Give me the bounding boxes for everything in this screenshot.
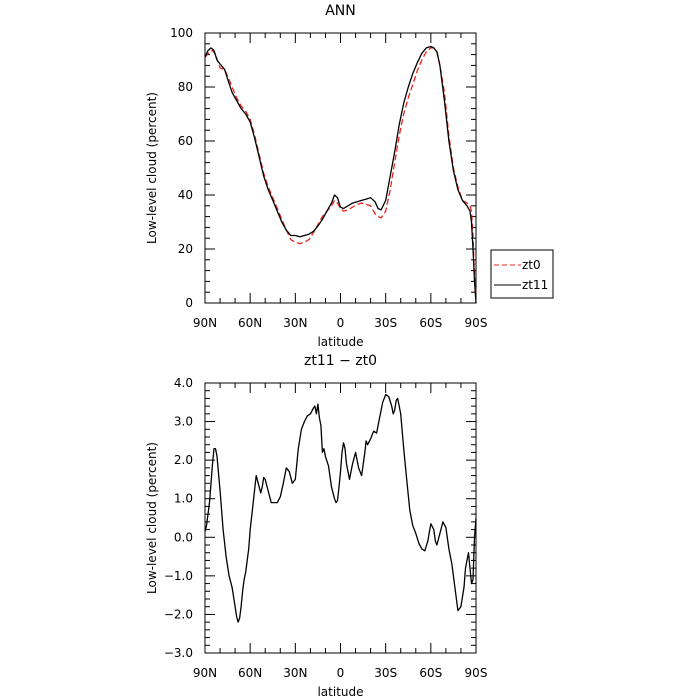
top-x-tick-label: 60S [419, 316, 442, 330]
bottom-x-tick-label: 90N [193, 666, 217, 680]
top-y-tick-label: 0 [185, 296, 193, 310]
top-panel-frame [204, 32, 477, 304]
bottom-y-tick-label: 3.0 [174, 415, 193, 429]
top-panel: ANN 90N 60N 30N 0 30S 60S 90S 0 20 40 60 80 100 lati… [145, 3, 487, 349]
bottom-x-tick-label: 60N [238, 666, 262, 680]
bottom-x-tick-label: 0 [337, 666, 345, 680]
bottom-x-tick-label: 30N [283, 666, 307, 680]
bottom-y-tick-label: 2.0 [174, 453, 193, 467]
top-y-tick-label: 40 [178, 188, 193, 202]
bottom-y-tick-label: −1.0 [164, 569, 193, 583]
bottom-panel-ticks: 90N 60N 30N 0 30S 60S 90S −3.0 −2.0 −1.0 0.0 1.0 2.0… [164, 376, 488, 680]
bottom-panel: zt11 − zt0 90N 60N 30N 0 30S 60S 90S −3.0 −2.0 −1… [145, 353, 487, 699]
bottom-x-tick-label: 60S [419, 666, 442, 680]
bottom-panel-series [204, 393, 477, 623]
bottom-panel-x-axis-label: latitude [317, 685, 363, 699]
top-x-tick-label: 30N [283, 316, 307, 330]
top-panel-x-axis-label: latitude [317, 335, 363, 349]
legend: zt0 zt11 [490, 249, 554, 299]
bottom-y-tick-label: 4.0 [174, 376, 193, 390]
top-x-tick-label: 60N [238, 316, 262, 330]
bottom-y-tick-label: −2.0 [164, 607, 193, 621]
bottom-x-tick-label: 90S [465, 666, 488, 680]
bottom-y-tick-label: 1.0 [174, 492, 193, 506]
bottom-y-tick-label: −3.0 [164, 646, 193, 660]
bottom-panel-title: zt11 − zt0 [304, 353, 377, 369]
top-series-line-zt11 [204, 45, 477, 304]
bottom-x-tick-label: 30S [374, 666, 397, 680]
top-x-tick-label: 30S [374, 316, 397, 330]
top-y-tick-label: 100 [170, 26, 193, 40]
bottom-series-line-difference [204, 393, 477, 623]
top-panel-series [204, 45, 477, 304]
top-x-tick-label: 0 [337, 316, 345, 330]
legend-label-zt11: zt11 [522, 278, 548, 292]
legend-label-zt0: zt0 [522, 258, 541, 272]
bottom-y-tick-label: 0.0 [174, 530, 193, 544]
top-x-tick-label: 90N [193, 316, 217, 330]
top-y-tick-label: 80 [178, 80, 193, 94]
top-x-tick-label: 90S [465, 316, 488, 330]
legend-box [490, 249, 554, 299]
top-y-tick-label: 60 [178, 134, 193, 148]
top-y-tick-label: 20 [178, 242, 193, 256]
top-panel-title: ANN [325, 3, 356, 19]
top-panel-y-axis-label: Low-level cloud (percent) [145, 92, 159, 244]
bottom-panel-y-axis-label: Low-level cloud (percent) [145, 442, 159, 594]
